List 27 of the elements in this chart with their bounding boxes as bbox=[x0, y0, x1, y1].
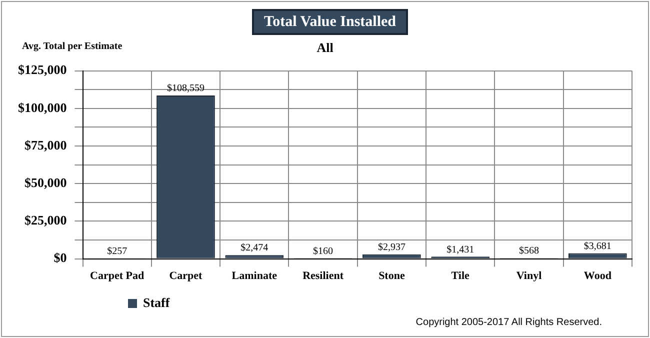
x-tick-label: Stone bbox=[378, 270, 405, 282]
data-label: $2,474 bbox=[240, 242, 268, 254]
x-tick-label: Carpet bbox=[169, 270, 203, 282]
data-label: $3,681 bbox=[584, 240, 612, 252]
x-tick-label: Tile bbox=[451, 270, 470, 282]
text: Copyright 2005-2017 All Rights Reserved. bbox=[416, 317, 602, 328]
y-tick-label: $25,000 bbox=[24, 212, 67, 228]
chart-title: Total Value Installed bbox=[252, 9, 408, 35]
x-tick-label: Carpet Pad bbox=[90, 270, 144, 282]
y-axis-title: Avg. Total per Estimate bbox=[22, 41, 122, 52]
data-label: $568 bbox=[519, 246, 540, 257]
y-tick-label: $125,000 bbox=[18, 62, 67, 78]
legend-label: Staff bbox=[143, 295, 170, 311]
y-tick-label: $50,000 bbox=[24, 174, 67, 190]
data-label: $1,431 bbox=[446, 244, 474, 256]
y-tick-label: $100,000 bbox=[18, 100, 67, 115]
data-label: $257 bbox=[107, 246, 128, 258]
x-tick-label: Vinyl bbox=[516, 270, 542, 282]
data-label: $108,559 bbox=[166, 83, 204, 94]
y-tick-label: $0 bbox=[54, 250, 67, 266]
x-tick-label: Wood bbox=[584, 270, 612, 282]
x-tick-label: Resilient bbox=[302, 270, 344, 282]
chart-subtitle: All bbox=[316, 40, 334, 55]
x-tick-label: Laminate bbox=[232, 270, 278, 282]
data-label: $160 bbox=[313, 246, 334, 258]
y-tick-label: $75,000 bbox=[24, 137, 67, 152]
data-label: $2,937 bbox=[378, 242, 406, 254]
